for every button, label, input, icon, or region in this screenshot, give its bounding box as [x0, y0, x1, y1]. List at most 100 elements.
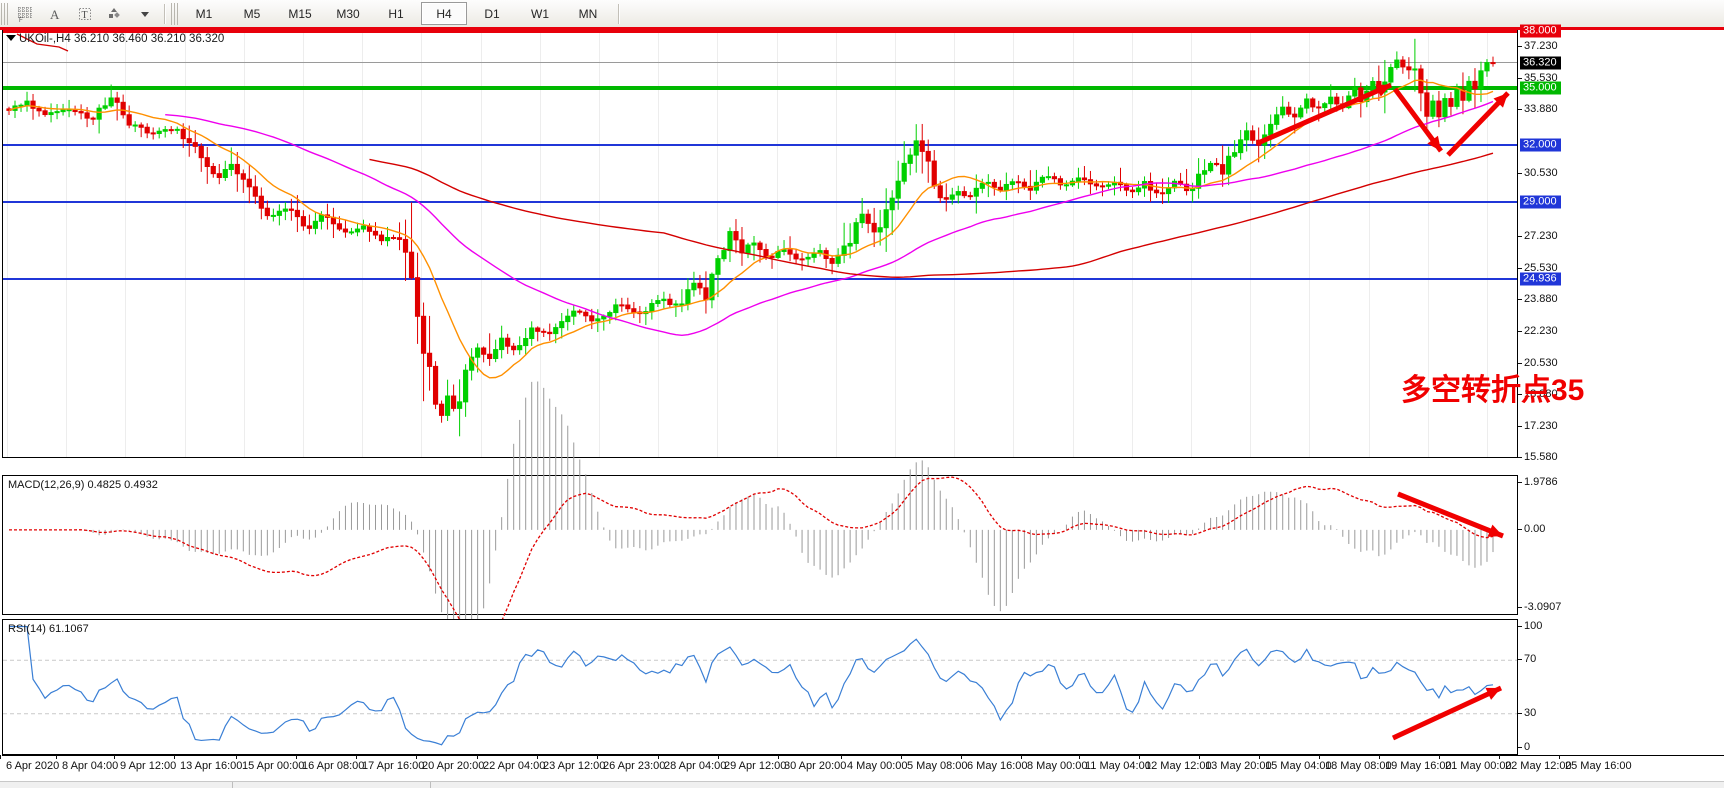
chevron-down-icon[interactable] [130, 2, 160, 26]
candle-body [1250, 130, 1256, 141]
candle-body [679, 303, 685, 306]
candle-body [180, 128, 186, 140]
chart-area[interactable]: UKOil-,H4 36.210 36.460 36.210 36.320 多空… [0, 24, 1724, 788]
candle-body [1352, 87, 1358, 97]
candle-body [402, 238, 409, 253]
candle-body [727, 231, 733, 252]
candle-body [1045, 176, 1052, 179]
price-tick-label: 27.230 [1518, 229, 1558, 242]
candle-body [1057, 178, 1064, 186]
timeframe-h4[interactable]: H4 [421, 2, 467, 25]
rsi-pane[interactable]: RSI(14) 61.1067 [2, 619, 1518, 755]
candle-body [625, 304, 631, 310]
vertical-gridline [1309, 31, 1311, 457]
time-axis-label: 17 Apr 16:00 [355, 755, 425, 772]
objects-icon[interactable] [100, 2, 130, 26]
candle-body [1220, 164, 1226, 175]
rsi-line [9, 625, 1494, 746]
vertical-gridline [184, 31, 186, 457]
price-tick-label: 37.230 [1518, 39, 1558, 52]
timeframe-drag-handle[interactable] [171, 2, 178, 25]
candle-body [547, 331, 553, 335]
candle-body [589, 315, 595, 322]
candle-body [859, 213, 865, 224]
candle-body [997, 186, 1003, 191]
timeframe-m30[interactable]: M30 [336, 6, 360, 21]
candle-body [96, 107, 102, 120]
candle-body [1015, 181, 1021, 184]
candle-body [1093, 183, 1100, 187]
time-axis-label: 8 Apr 04:00 [55, 755, 119, 772]
candle-body [763, 249, 769, 257]
candle-body [667, 298, 673, 305]
candle-body [222, 169, 228, 178]
macd-label: MACD(12,26,9) 0.4825 0.4932 [8, 479, 158, 491]
toolbar-separator-end [618, 3, 620, 24]
candle-body [595, 318, 601, 322]
timeframe-m5[interactable]: M5 [243, 6, 261, 21]
candle-body [811, 252, 817, 258]
time-axis-label: 12 May 12:00 [1139, 755, 1212, 772]
vertical-gridline [835, 31, 837, 457]
candle-body [432, 365, 439, 405]
candle-body [120, 101, 126, 116]
candle-body [901, 162, 907, 182]
collapse-triangle-icon[interactable] [6, 35, 16, 41]
price-level-badge: 29.000 [1520, 195, 1561, 209]
candle-body [372, 230, 379, 236]
candle-body [613, 304, 619, 314]
timeframe-m1[interactable]: M1 [195, 6, 213, 21]
price-tick-label: 25.530 [1518, 261, 1558, 274]
candle-body [1484, 62, 1490, 72]
candle-body [1328, 96, 1334, 105]
text-label-icon[interactable]: A [40, 2, 70, 26]
candle-body [1490, 62, 1496, 65]
candle-body [138, 124, 144, 128]
timeframe-m15[interactable]: M15 [288, 6, 312, 21]
candle-body [703, 287, 709, 301]
candle-body [493, 349, 499, 359]
candle-body [1153, 189, 1160, 194]
price-level-line [3, 278, 1517, 281]
macd-pane[interactable]: MACD(12,26,9) 0.4825 0.4932 [2, 381, 1518, 642]
timeframe-w1[interactable]: W1 [531, 6, 549, 21]
price-level-badge: 36.320 [1520, 56, 1561, 70]
candle-body [1009, 181, 1015, 185]
candle-body [673, 303, 679, 306]
price-level-badge: 35.000 [1520, 81, 1561, 95]
candle-body [877, 227, 883, 233]
candle-body [54, 111, 60, 114]
candle-body [739, 239, 745, 254]
candle-body [1208, 162, 1214, 172]
text-box-icon[interactable]: T [70, 2, 100, 26]
candle-body [793, 253, 799, 260]
candle-body [1232, 152, 1238, 157]
candle-body [1292, 113, 1298, 118]
candle-body [1280, 106, 1286, 116]
vertical-gridline [243, 31, 245, 457]
candle-body [505, 337, 511, 347]
time-axis-label: 15 May 04:00 [1259, 755, 1332, 772]
candle-body [721, 250, 727, 260]
candle-body [156, 130, 162, 134]
candle-body [571, 310, 577, 317]
price-pane[interactable]: 多空转折点35 [2, 29, 1584, 458]
timeframe-mn[interactable]: MN [578, 6, 598, 21]
time-axis-label: 22 May 12:00 [1499, 755, 1572, 772]
candle-body [769, 255, 775, 258]
time-axis-label: 8 May 00:00 [1021, 755, 1088, 772]
vertical-gridline [776, 31, 778, 457]
crosshair-grid-icon[interactable]: F [10, 2, 40, 26]
time-axis-label: 6 May 16:00 [961, 755, 1028, 772]
timeframe-h1[interactable]: H1 [388, 6, 404, 21]
vertical-gridline [1131, 31, 1133, 457]
vertical-gridline [66, 31, 68, 457]
toolbar-drag-handle[interactable] [1, 2, 8, 25]
candle-body [787, 249, 793, 255]
time-axis-label: 25 May 16:00 [1559, 755, 1632, 772]
candle-body [529, 327, 535, 340]
candle-body [1298, 107, 1304, 118]
candle-body [937, 185, 943, 199]
timeframe-d1[interactable]: D1 [484, 6, 500, 21]
